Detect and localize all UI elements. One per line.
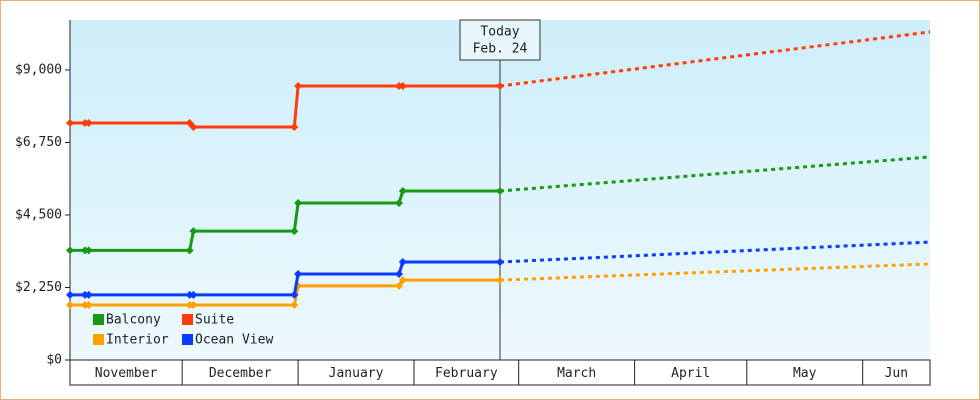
point: [84, 301, 93, 310]
y-tick-label: $2,250: [15, 280, 62, 295]
point: [290, 290, 299, 299]
point: [496, 186, 504, 195]
point: [294, 199, 303, 208]
x-tick-label: Jun: [885, 366, 908, 381]
y-tick-label: $4,500: [15, 207, 62, 222]
point: [398, 276, 407, 285]
point: [84, 118, 93, 127]
y-tick-label: $0: [46, 353, 62, 368]
point: [185, 246, 194, 255]
x-tick-label: April: [671, 366, 710, 381]
point: [496, 258, 504, 267]
point: [294, 81, 303, 90]
legend-swatch: [182, 314, 193, 325]
point: [290, 122, 299, 131]
point: [66, 246, 74, 255]
point: [395, 199, 404, 208]
x-tick-label: November: [95, 366, 158, 381]
forecast-line: [499, 30, 931, 88]
legend-label: Suite: [195, 313, 234, 328]
x-tick-label: February: [435, 366, 498, 381]
point: [189, 290, 198, 299]
x-tick-label: January: [329, 366, 384, 381]
today-label: Today: [480, 25, 519, 40]
x-tick-label: May: [793, 366, 817, 381]
point: [66, 118, 74, 127]
point: [290, 227, 299, 236]
point: [398, 81, 407, 90]
point: [395, 281, 404, 290]
point: [398, 186, 407, 195]
point: [84, 290, 93, 299]
point: [66, 290, 74, 299]
y-tick-label: $9,000: [15, 62, 62, 77]
legend-label: Interior: [106, 333, 169, 348]
point: [66, 301, 74, 310]
legend-swatch: [93, 314, 104, 325]
point: [398, 258, 407, 267]
point: [496, 81, 504, 90]
point: [189, 301, 198, 310]
point: [290, 301, 299, 310]
legend-swatch: [182, 334, 193, 345]
point: [84, 246, 93, 255]
point: [395, 269, 404, 278]
today-box: [459, 19, 541, 61]
point: [189, 227, 198, 236]
point: [496, 276, 504, 285]
legend-label: Ocean View: [195, 333, 273, 348]
y-tick-label: $6,750: [15, 135, 62, 150]
today-label: Feb. 24: [473, 42, 528, 57]
point: [189, 122, 198, 131]
point: [294, 269, 303, 278]
legend-swatch: [93, 334, 104, 345]
x-tick-label: December: [209, 366, 272, 381]
legend-label: Balcony: [106, 313, 161, 328]
x-tick-label: March: [557, 366, 596, 381]
